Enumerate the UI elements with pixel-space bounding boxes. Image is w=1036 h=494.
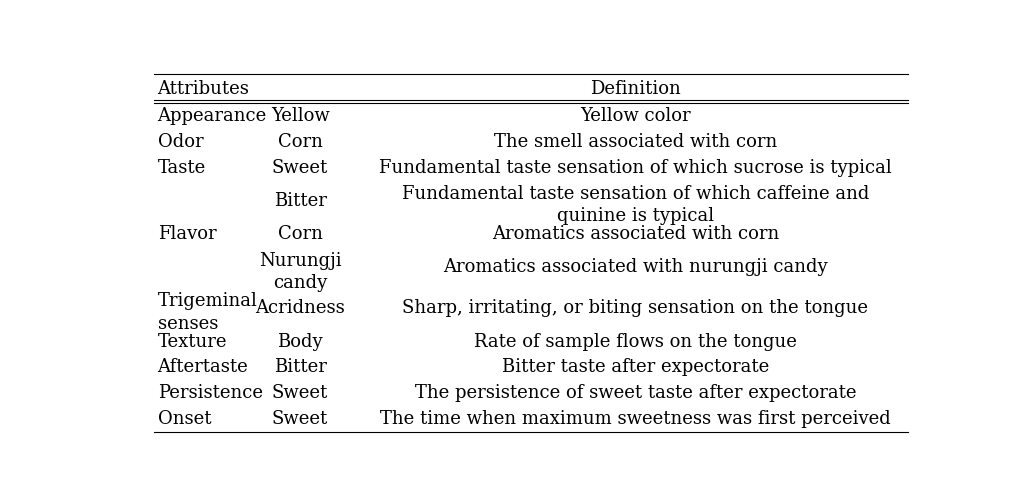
Text: Sharp, irritating, or biting sensation on the tongue: Sharp, irritating, or biting sensation o…: [402, 299, 868, 317]
Text: Texture: Texture: [157, 332, 227, 351]
Text: Aromatics associated with nurungji candy: Aromatics associated with nurungji candy: [443, 258, 828, 277]
Text: Persistence: Persistence: [157, 384, 262, 402]
Text: Acridness: Acridness: [255, 299, 345, 317]
Text: Attributes: Attributes: [157, 80, 250, 98]
Text: Bitter: Bitter: [274, 358, 326, 376]
Text: Definition: Definition: [589, 80, 681, 98]
Text: Yellow color: Yellow color: [580, 107, 691, 125]
Text: Corn: Corn: [278, 133, 322, 151]
Text: The time when maximum sweetness was first perceived: The time when maximum sweetness was firs…: [380, 410, 891, 428]
Text: Sweet: Sweet: [272, 410, 328, 428]
Text: Appearance: Appearance: [157, 107, 267, 125]
Text: Aromatics associated with corn: Aromatics associated with corn: [492, 225, 779, 243]
Text: Flavor: Flavor: [157, 225, 217, 243]
Text: Bitter taste after expectorate: Bitter taste after expectorate: [501, 358, 769, 376]
Text: Nurungji
candy: Nurungji candy: [259, 251, 342, 292]
Text: Bitter: Bitter: [274, 192, 326, 210]
Text: Aftertaste: Aftertaste: [157, 358, 249, 376]
Text: Yellow: Yellow: [270, 107, 329, 125]
Text: Taste: Taste: [157, 159, 206, 176]
Text: The persistence of sweet taste after expectorate: The persistence of sweet taste after exp…: [414, 384, 856, 402]
Text: Sweet: Sweet: [272, 159, 328, 176]
Text: Onset: Onset: [157, 410, 211, 428]
Text: Body: Body: [278, 332, 323, 351]
Text: Trigeminal
senses: Trigeminal senses: [157, 292, 258, 332]
Text: Fundamental taste sensation of which caffeine and
quinine is typical: Fundamental taste sensation of which caf…: [402, 185, 869, 225]
Text: Odor: Odor: [157, 133, 203, 151]
Text: The smell associated with corn: The smell associated with corn: [494, 133, 777, 151]
Text: Fundamental taste sensation of which sucrose is typical: Fundamental taste sensation of which suc…: [379, 159, 892, 176]
Text: Corn: Corn: [278, 225, 322, 243]
Text: Rate of sample flows on the tongue: Rate of sample flows on the tongue: [473, 332, 797, 351]
Text: Sweet: Sweet: [272, 384, 328, 402]
